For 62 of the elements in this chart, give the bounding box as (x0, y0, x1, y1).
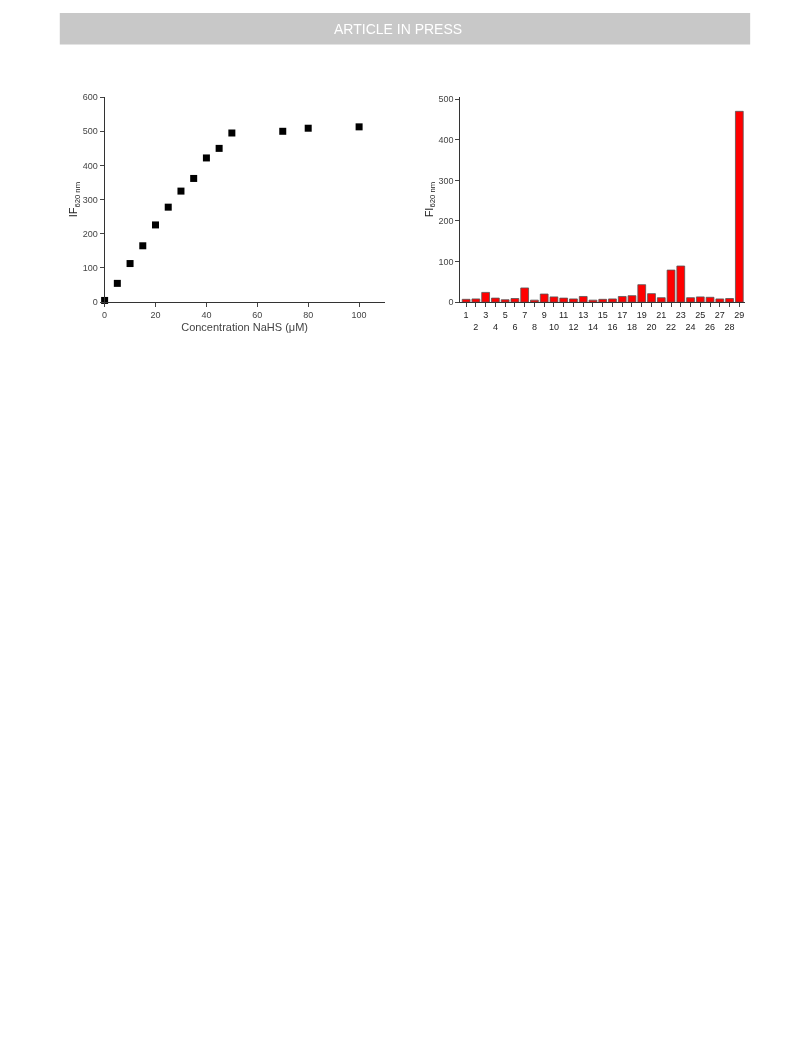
x-tick-label: 11 (559, 309, 569, 320)
x-tick-label: 60 (252, 309, 263, 320)
x-tick-label: 20 (646, 321, 657, 332)
x-tick-label: 0 (102, 309, 108, 320)
point (190, 174, 198, 182)
x-tick-label: 80 (303, 309, 314, 320)
point (152, 221, 160, 229)
x-tick-label: 1 (463, 309, 469, 320)
point (164, 203, 172, 211)
point (113, 279, 121, 287)
x-tick-label: 12 (568, 321, 579, 332)
x-tick-label: 40 (201, 309, 212, 320)
x-tick-label: 4 (492, 321, 498, 332)
point (215, 144, 223, 152)
x-tick-label: 2 (473, 321, 479, 332)
point (126, 260, 134, 268)
x-tick-label: 26 (705, 321, 716, 332)
x-tick-label: 20 (150, 309, 161, 320)
y-tick-label: 200 (438, 216, 454, 227)
x-tick-label: 16 (607, 321, 618, 332)
point (279, 127, 287, 135)
x-tick-label: 18 (626, 321, 637, 332)
y-tick-label: 200 (82, 228, 98, 239)
point (202, 154, 210, 162)
x-tick-label: 7 (522, 309, 528, 320)
x-tick-label: 28 (724, 321, 735, 332)
y-tick-label: 500 (438, 94, 454, 105)
x-tick-label: 8 (531, 321, 537, 332)
x-tick-label: 25 (695, 309, 706, 320)
x-tick-label: 9 (541, 309, 547, 320)
x-tick-label: 13 (578, 309, 589, 320)
y-tick-label: 400 (82, 160, 98, 171)
point (139, 242, 147, 250)
x-tick-label: 15 (597, 309, 608, 320)
point (177, 187, 185, 195)
x-tick-label: 100 (351, 309, 367, 320)
x-tick-label: 23 (675, 309, 686, 320)
point (304, 124, 312, 132)
y-tick-label: 500 (82, 126, 98, 137)
y-tick-label: 300 (82, 194, 98, 205)
x-tick-label: 6 (512, 321, 518, 332)
point (355, 123, 363, 131)
x-tick-label: 19 (636, 309, 647, 320)
y-tick-label: 0 (92, 297, 98, 308)
y-tick-label: 100 (82, 263, 98, 274)
y-tick-label: 0 (448, 297, 454, 308)
y-tick-label: 400 (438, 134, 454, 145)
x-tick-label: 10 (548, 321, 559, 332)
x-tick-label: 5 (502, 309, 508, 320)
x-tick-label: 27 (714, 309, 725, 320)
x-tick-label: 22 (666, 321, 677, 332)
x-tick-label: 3 (483, 309, 489, 320)
point (228, 129, 236, 137)
y-tick-label: 300 (438, 175, 454, 186)
y-tick-label: 600 (82, 92, 98, 103)
y-tick-label: 100 (438, 256, 454, 267)
x-tick-label: 14 (587, 321, 598, 332)
x-tick-label: 24 (685, 321, 696, 332)
x-axis-title: Concentration NaHS (μM) (181, 321, 308, 334)
x-tick-label: 21 (656, 309, 667, 320)
x-tick-label: 29 (734, 309, 745, 320)
x-tick-label: 17 (617, 309, 628, 320)
